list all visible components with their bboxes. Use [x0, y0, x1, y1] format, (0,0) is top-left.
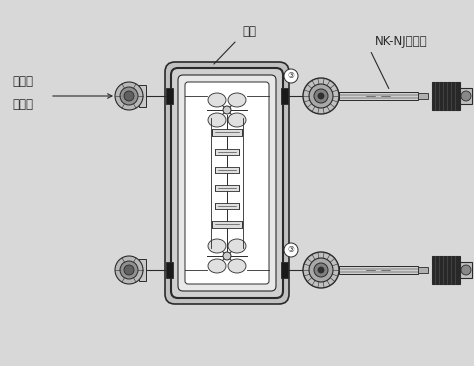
Bar [166, 88, 173, 104]
Bar [215, 167, 239, 173]
Circle shape [120, 261, 138, 279]
Bar [339, 266, 418, 274]
Circle shape [461, 265, 471, 275]
Circle shape [284, 69, 298, 83]
Circle shape [120, 87, 138, 105]
Circle shape [461, 91, 471, 101]
Bar [460, 262, 472, 278]
Text: ③: ③ [288, 246, 294, 254]
Circle shape [115, 256, 143, 284]
Bar [139, 259, 146, 281]
Text: ③: ③ [288, 71, 294, 81]
Ellipse shape [228, 239, 246, 253]
Bar [339, 92, 418, 100]
Bar [281, 262, 288, 278]
Circle shape [124, 265, 134, 275]
Ellipse shape [208, 93, 226, 107]
Circle shape [303, 252, 339, 288]
Bar [460, 88, 472, 104]
Text: 腔体: 腔体 [242, 25, 256, 38]
Bar [212, 128, 242, 135]
Bar [418, 267, 428, 273]
Circle shape [318, 267, 324, 273]
Circle shape [303, 78, 339, 114]
Ellipse shape [228, 259, 246, 273]
Text: 连接器: 连接器 [12, 97, 33, 111]
Circle shape [318, 93, 324, 99]
Bar [432, 82, 460, 110]
Bar [281, 88, 288, 104]
Text: 法兰式: 法兰式 [12, 75, 33, 88]
Circle shape [223, 252, 231, 260]
Bar [215, 203, 239, 209]
Ellipse shape [228, 93, 246, 107]
Ellipse shape [208, 239, 226, 253]
FancyBboxPatch shape [185, 82, 269, 284]
Bar [166, 262, 173, 278]
FancyBboxPatch shape [178, 75, 276, 291]
Circle shape [284, 243, 298, 257]
Circle shape [223, 106, 231, 114]
Ellipse shape [228, 113, 246, 127]
Circle shape [124, 91, 134, 101]
FancyBboxPatch shape [165, 62, 289, 304]
Bar [139, 85, 146, 107]
Text: NK-NJ电缆线: NK-NJ电缆线 [375, 35, 428, 48]
Ellipse shape [208, 259, 226, 273]
Bar [212, 220, 242, 228]
Circle shape [309, 84, 333, 108]
FancyBboxPatch shape [171, 68, 283, 298]
Bar [215, 185, 239, 191]
Circle shape [115, 82, 143, 110]
Ellipse shape [208, 113, 226, 127]
Bar [432, 256, 460, 284]
Bar [418, 93, 428, 99]
Circle shape [314, 89, 328, 103]
Bar [215, 149, 239, 155]
Circle shape [314, 263, 328, 277]
Circle shape [309, 258, 333, 282]
